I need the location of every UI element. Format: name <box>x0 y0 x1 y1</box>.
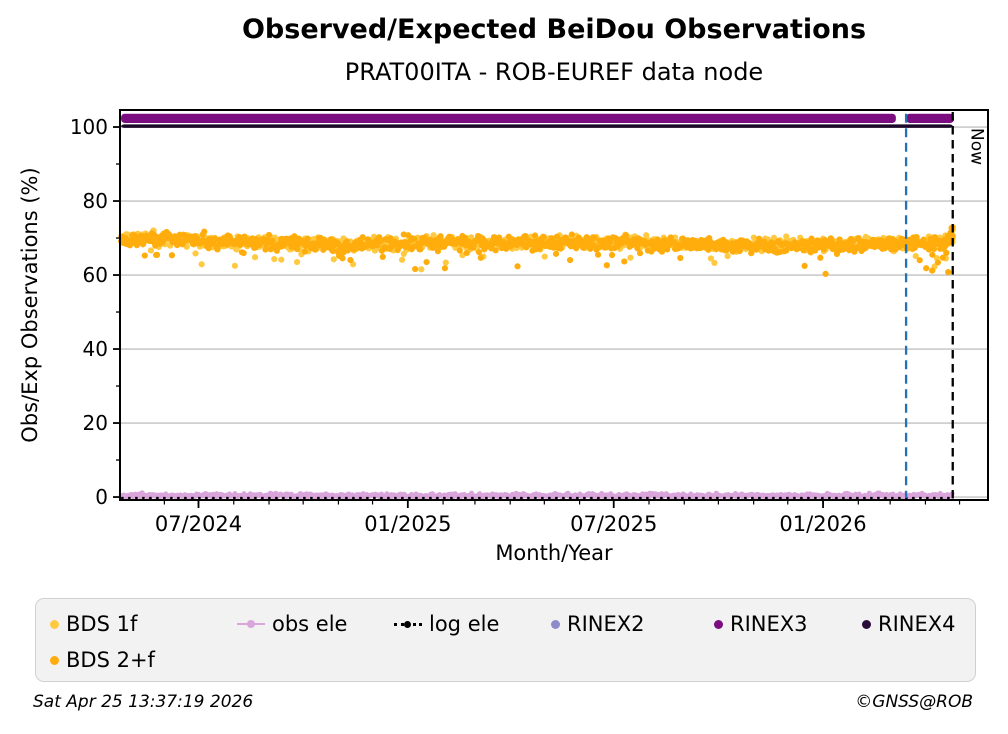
legend-item-bds-1f: BDS 1f <box>50 612 237 636</box>
now-label: Now <box>967 128 987 165</box>
svg-text:0: 0 <box>95 485 108 509</box>
legend-label: obs ele <box>272 612 348 636</box>
rinex3-marker-icon <box>714 619 723 629</box>
svg-text:20: 20 <box>83 411 108 435</box>
legend-item-rinex3: RINEX3 <box>714 612 862 636</box>
chart-subtitle: PRAT00ITA - ROB-EUREF data node <box>344 58 764 86</box>
svg-text:01/2026: 01/2026 <box>779 512 866 536</box>
legend-label: RINEX4 <box>878 612 956 636</box>
legend-item-obs-ele: obs ele <box>237 612 394 636</box>
svg-text:100: 100 <box>70 115 108 139</box>
series-rinex3 <box>121 113 954 123</box>
legend-label: BDS 1f <box>66 612 138 636</box>
svg-text:40: 40 <box>83 337 108 361</box>
legend-item-bds-2-f: BDS 2+f <box>50 648 237 672</box>
series-bds-2-f <box>118 224 956 277</box>
legend-label: BDS 2+f <box>66 648 155 672</box>
rinex2-marker-icon <box>551 619 560 629</box>
legend-row: BDS 1f obs ele log ele RINEX2 RINEX3 RINEX4 <box>50 606 975 642</box>
svg-text:07/2025: 07/2025 <box>570 512 657 536</box>
obs-ele-marker-icon <box>237 620 265 628</box>
legend-label: RINEX2 <box>567 612 645 636</box>
legend-label: RINEX3 <box>730 612 808 636</box>
series-rinex4 <box>121 124 953 128</box>
svg-text:01/2025: 01/2025 <box>364 512 451 536</box>
legend-item-log-ele: log ele <box>394 612 551 636</box>
grid-lines <box>120 126 988 498</box>
svg-text:07/2024: 07/2024 <box>155 512 242 536</box>
chart-legend: BDS 1f obs ele log ele RINEX2 RINEX3 RINEX4 BD… <box>35 598 976 682</box>
plot-border <box>119 109 989 501</box>
bds-2-f-marker-icon <box>50 655 59 665</box>
axis-ticks: 0 20 40 60 80 100 07/2024 01/2025 07/2025 01/2026 <box>70 115 961 536</box>
svg-text:60: 60 <box>83 263 108 287</box>
timestamp-text: Sat Apr 25 13:37:19 2026 <box>33 692 254 712</box>
x-axis-label: Month/Year <box>495 541 613 565</box>
legend-row: BDS 2+f <box>50 642 975 678</box>
bds-1f-marker-icon <box>50 619 59 629</box>
series-obs-ele <box>118 490 955 500</box>
credit-text: ©GNSS@ROB <box>855 692 973 712</box>
chart-title: Observed/Expected BeiDou Observations <box>241 14 867 45</box>
legend-item-rinex4: RINEX4 <box>862 612 972 636</box>
rinex4-marker-icon <box>862 619 871 629</box>
legend-item-rinex2: RINEX2 <box>551 612 714 636</box>
log-ele-marker-icon <box>394 620 422 628</box>
legend-label: log ele <box>429 612 500 636</box>
svg-text:80: 80 <box>83 189 108 213</box>
